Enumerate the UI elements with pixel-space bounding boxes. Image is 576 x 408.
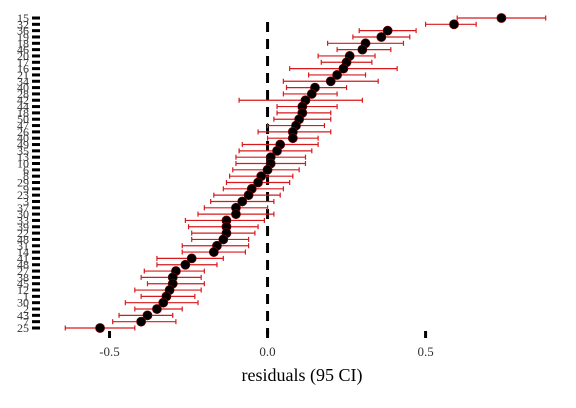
x-tick-label: -0.5 bbox=[99, 344, 120, 359]
y-tick-label: 10 bbox=[17, 157, 29, 171]
y-tick-label: 13 bbox=[17, 150, 29, 164]
y-tick-label: 48 bbox=[17, 258, 29, 272]
y-tick-label: 18 bbox=[17, 106, 29, 120]
y-tick-label: 48 bbox=[17, 232, 29, 246]
y-tick-label: 29 bbox=[17, 175, 29, 189]
data-point bbox=[376, 32, 387, 42]
data-point bbox=[496, 13, 507, 23]
y-tick-label: 40 bbox=[17, 131, 29, 145]
y-tick-label: 23 bbox=[17, 188, 29, 202]
y-tick-label: 30 bbox=[17, 296, 29, 310]
y-tick-label: 36 bbox=[17, 24, 29, 38]
y-tick-label: 30 bbox=[17, 207, 29, 221]
y-tick-label: 32 bbox=[17, 17, 29, 31]
data-point bbox=[237, 196, 248, 207]
y-tick-label: 27 bbox=[17, 264, 29, 278]
y-tick-label: 43 bbox=[17, 308, 29, 322]
data-point bbox=[180, 259, 191, 270]
y-tick-label: 44 bbox=[17, 100, 29, 114]
data-point bbox=[158, 297, 169, 308]
y-tick-label: 26 bbox=[17, 125, 29, 139]
y-tick-label: 20 bbox=[17, 49, 29, 63]
y-tick-label: 42 bbox=[17, 93, 29, 107]
y-tick-label: 41 bbox=[17, 251, 29, 265]
y-tick-label: 40 bbox=[17, 81, 29, 95]
y-tick-label: 37 bbox=[17, 201, 29, 215]
y-tick-label: 50 bbox=[17, 112, 29, 126]
x-axis-title: residuals (95 CI) bbox=[242, 365, 363, 386]
y-tick-label: 31 bbox=[17, 239, 29, 253]
data-point bbox=[306, 89, 317, 99]
y-tick-label: 7 bbox=[23, 315, 29, 329]
y-tick-label: 28 bbox=[17, 87, 29, 101]
y-tick-label: 22 bbox=[17, 226, 29, 240]
data-point bbox=[253, 177, 263, 188]
y-tick-label: 15 bbox=[17, 11, 29, 25]
data-point bbox=[382, 25, 393, 36]
y-tick-label: 16 bbox=[17, 62, 29, 76]
data-point bbox=[338, 63, 349, 74]
data-point bbox=[142, 310, 153, 321]
y-tick-label: 6 bbox=[23, 163, 29, 177]
y-tick-label: 25 bbox=[17, 321, 29, 335]
data-point bbox=[332, 70, 342, 80]
y-tick-label: 49 bbox=[17, 138, 29, 152]
x-tick-label: 0.0 bbox=[259, 344, 275, 359]
data-point bbox=[272, 145, 282, 156]
y-tick-label: 14 bbox=[17, 245, 29, 259]
data-point bbox=[152, 304, 162, 314]
y-tick-label: 18 bbox=[17, 36, 29, 50]
data-point bbox=[357, 44, 368, 55]
data-point bbox=[218, 234, 229, 245]
data-point bbox=[325, 76, 336, 87]
data-point bbox=[262, 164, 273, 175]
y-tick-label: 8 bbox=[23, 169, 29, 183]
data-point bbox=[287, 133, 298, 144]
y-tick-label: 33 bbox=[17, 213, 29, 227]
y-tick-label: 19 bbox=[17, 30, 29, 44]
y-tick-label: 35 bbox=[17, 144, 29, 158]
x-tick-label: 0.5 bbox=[417, 344, 433, 359]
y-tick-label: 46 bbox=[17, 43, 29, 57]
y-tick-label: 12 bbox=[17, 283, 29, 297]
data-point bbox=[136, 316, 147, 327]
y-tick-label: 1 bbox=[23, 289, 29, 303]
data-point bbox=[231, 209, 241, 220]
y-tick-label: 45 bbox=[17, 277, 29, 291]
data-point bbox=[208, 247, 219, 257]
data-point bbox=[95, 323, 105, 333]
data-point bbox=[243, 190, 254, 201]
y-tick-label: 47 bbox=[17, 119, 29, 133]
data-point bbox=[186, 253, 197, 264]
y-tick-label: 3 bbox=[23, 194, 29, 208]
y-tick-label: 9 bbox=[23, 182, 29, 196]
data-point bbox=[449, 19, 459, 30]
y-tick-label: 38 bbox=[17, 270, 29, 284]
y-tick-label: 17 bbox=[17, 55, 29, 69]
y-tick-label: 39 bbox=[17, 220, 29, 234]
y-tick-label: 21 bbox=[17, 68, 29, 82]
y-tick-label: 2 bbox=[23, 302, 29, 316]
y-tick-label: 34 bbox=[17, 74, 29, 88]
